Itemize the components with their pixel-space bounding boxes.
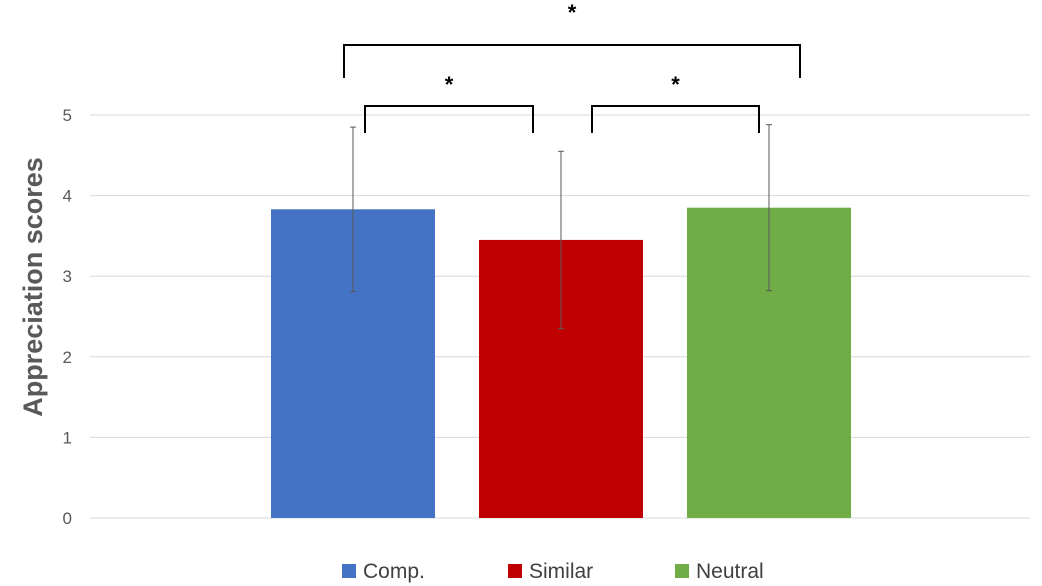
y-tick-label: 3 xyxy=(63,267,72,286)
legend-swatch-2 xyxy=(675,564,689,578)
significance-bracket-1 xyxy=(591,105,760,133)
significance-bracket-0 xyxy=(364,105,534,133)
legend-label-1: Similar xyxy=(529,560,593,583)
legend-swatch-0 xyxy=(342,564,356,578)
significance-brackets: * * * xyxy=(343,0,801,133)
y-tick-label: 4 xyxy=(63,187,72,206)
error-bars xyxy=(350,124,772,330)
significance-bracket-2 xyxy=(343,44,801,78)
y-tick-label: 2 xyxy=(63,348,72,367)
legend-swatch-1 xyxy=(508,564,522,578)
significance-star-0: * xyxy=(445,72,454,97)
significance-star-2: * xyxy=(568,0,577,25)
y-axis-label: Appreciation scores xyxy=(18,157,48,417)
significance-star-1: * xyxy=(671,72,680,97)
y-axis-ticks: 0 1 2 3 4 5 xyxy=(63,106,72,528)
legend-label-2: Neutral xyxy=(696,560,764,583)
y-tick-label: 5 xyxy=(63,106,72,125)
y-tick-label: 1 xyxy=(63,428,72,447)
legend: Comp. Similar Neutral xyxy=(342,560,764,583)
legend-label-0: Comp. xyxy=(363,560,425,583)
y-tick-label: 0 xyxy=(63,509,72,528)
